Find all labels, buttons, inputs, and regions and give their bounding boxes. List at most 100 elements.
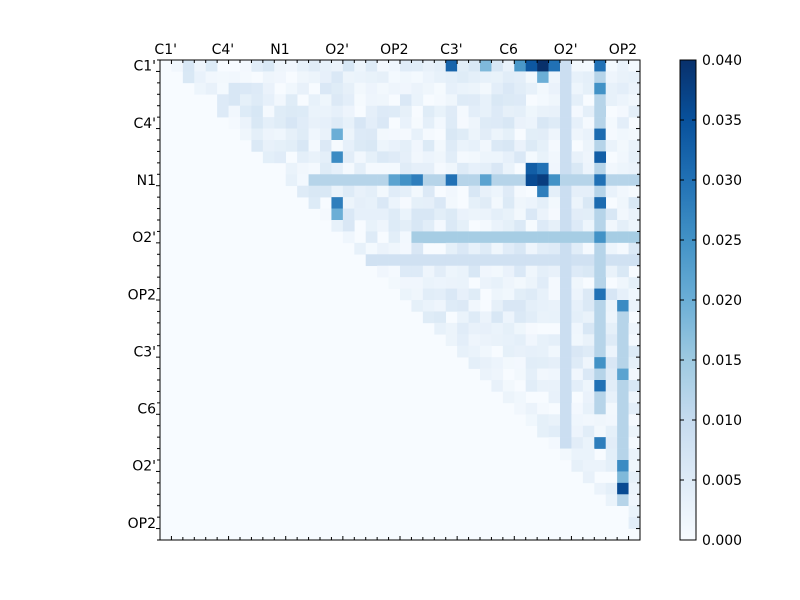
heatmap-cell [617, 185, 629, 198]
heatmap-cell [525, 140, 538, 152]
heatmap-cell [445, 242, 458, 255]
heatmap-cell [411, 242, 424, 255]
heatmap-cell [571, 185, 584, 198]
heatmap-cell [605, 460, 618, 472]
heatmap-cell [388, 82, 401, 95]
heatmap-cell [285, 82, 298, 95]
heatmap-cell [445, 105, 458, 118]
heatmap-cell [480, 334, 492, 347]
heatmap-cell [388, 174, 401, 187]
heatmap-cell [548, 300, 561, 312]
heatmap-cell [514, 185, 527, 198]
heatmap-cell [217, 82, 229, 95]
heatmap-cell [537, 402, 549, 415]
heatmap-cell [342, 94, 355, 107]
heatmap-cell [617, 437, 629, 449]
heatmap-cell [628, 151, 641, 164]
heatmap-cell [308, 174, 321, 187]
heatmap-cell [365, 174, 378, 187]
heatmap-cell [571, 208, 584, 221]
heatmap-cell [628, 231, 641, 244]
heatmap-cell [342, 105, 355, 118]
heatmap-cell [422, 60, 435, 72]
heatmap-cell [262, 117, 275, 129]
heatmap-cell [502, 174, 515, 187]
heatmap-cell [411, 71, 424, 84]
heatmap-cell [548, 380, 561, 392]
heatmap-cell [582, 288, 595, 301]
heatmap-cell [251, 105, 264, 118]
heatmap-cell [297, 105, 309, 118]
heatmap-cell [217, 94, 229, 107]
heatmap-cell [411, 197, 424, 209]
heatmap-cell [262, 128, 275, 141]
heatmap-cell [548, 288, 561, 301]
heatmap-cell [480, 162, 492, 175]
heatmap-cell [605, 322, 618, 335]
heatmap-cell [617, 197, 629, 209]
heatmap-cell [560, 437, 572, 449]
heatmap-cell [605, 288, 618, 301]
heatmap-cell [308, 151, 321, 164]
heatmap-cell [365, 151, 378, 164]
heatmap-cell [262, 60, 275, 72]
colorbar-tick-label: 0.025 [702, 233, 742, 249]
heatmap-cell [457, 151, 469, 164]
heatmap-cell [502, 151, 515, 164]
heatmap-cell [628, 197, 641, 209]
heatmap-cell [571, 94, 584, 107]
heatmap-cell [274, 94, 287, 107]
heatmap-cell [285, 105, 298, 118]
heatmap-cell [388, 71, 401, 84]
heatmap-cell [445, 265, 458, 278]
heatmap-cell [297, 117, 309, 129]
heatmap-cell [502, 117, 515, 129]
heatmap-cell [457, 208, 469, 221]
heatmap-cell [262, 151, 275, 164]
heatmap-cell [594, 311, 607, 324]
heatmap-cell [617, 105, 629, 118]
heatmap-cell [491, 220, 504, 232]
heatmap-cell [434, 231, 447, 244]
heatmap-cell [628, 471, 641, 484]
heatmap-cell [502, 94, 515, 107]
heatmap-cell [297, 60, 309, 72]
heatmap-cell [480, 357, 492, 369]
heatmap-cell [411, 174, 424, 187]
heatmap-cell [194, 82, 207, 95]
heatmap-cell [525, 162, 538, 175]
heatmap-cell [560, 174, 572, 187]
top-tick-label: O2' [325, 42, 349, 58]
heatmap-cell [468, 151, 481, 164]
heatmap-cell [354, 117, 367, 129]
heatmap-cell [480, 140, 492, 152]
heatmap-cell [537, 220, 549, 232]
heatmap-cell [502, 231, 515, 244]
heatmap-cell [560, 82, 572, 95]
heatmap-cell [594, 437, 607, 449]
heatmap-cell [537, 117, 549, 129]
heatmap-cell [617, 140, 629, 152]
heatmap-cell [617, 391, 629, 404]
heatmap-cell [628, 140, 641, 152]
colorbar-tick-label: 0.020 [702, 293, 742, 309]
heatmap-cell [480, 185, 492, 198]
heatmap-cell [605, 254, 618, 267]
heatmap-cell [548, 242, 561, 255]
heatmap-cell [594, 265, 607, 278]
heatmap-cell [445, 128, 458, 141]
heatmap-cell [628, 242, 641, 255]
heatmap-cell [342, 151, 355, 164]
heatmap-cell [331, 94, 344, 107]
heatmap-cell [582, 208, 595, 221]
heatmap-cell [582, 231, 595, 244]
heatmap-cell [548, 197, 561, 209]
heatmap-cell [537, 162, 549, 175]
heatmap-cell [628, 494, 641, 507]
heatmap-cell [548, 345, 561, 358]
heatmap-cell [582, 220, 595, 232]
heatmap-cell [400, 254, 412, 267]
heatmap-cell [342, 174, 355, 187]
heatmap-cell [354, 174, 367, 187]
heatmap-cell [514, 322, 527, 335]
